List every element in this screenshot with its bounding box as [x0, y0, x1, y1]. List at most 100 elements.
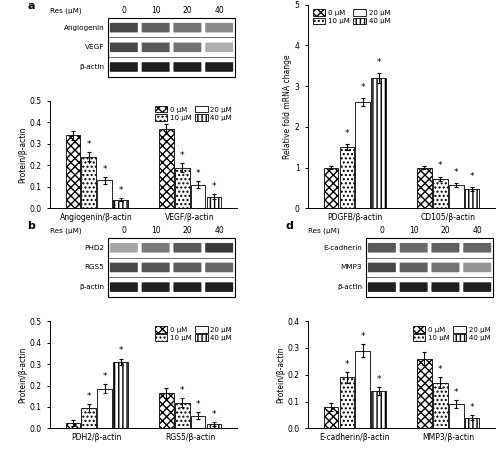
FancyBboxPatch shape: [174, 262, 202, 272]
Text: *: *: [196, 169, 200, 178]
Bar: [159, 393, 174, 428]
FancyBboxPatch shape: [174, 62, 202, 72]
Bar: [417, 359, 432, 428]
Bar: [207, 197, 222, 208]
FancyBboxPatch shape: [110, 23, 138, 32]
FancyBboxPatch shape: [142, 23, 170, 32]
Text: 40: 40: [472, 226, 482, 235]
Text: RGS5: RGS5: [84, 264, 104, 271]
Y-axis label: Protein/β-actin: Protein/β-actin: [276, 346, 285, 403]
FancyBboxPatch shape: [432, 243, 460, 253]
Bar: [98, 180, 112, 208]
Bar: [372, 78, 386, 208]
FancyBboxPatch shape: [205, 23, 233, 32]
Bar: [366, 238, 493, 297]
Bar: [108, 18, 235, 77]
Bar: [324, 407, 338, 428]
Text: *: *: [180, 151, 184, 160]
Text: Res (μM): Res (μM): [50, 7, 82, 14]
Bar: [340, 147, 354, 208]
FancyBboxPatch shape: [142, 262, 170, 272]
Text: 20: 20: [182, 226, 192, 235]
Text: *: *: [438, 365, 442, 374]
Text: *: *: [344, 360, 349, 369]
Text: MMP3: MMP3: [340, 264, 362, 271]
FancyBboxPatch shape: [174, 243, 202, 253]
Bar: [449, 404, 464, 428]
Text: β-actin: β-actin: [79, 64, 104, 70]
Text: 0: 0: [122, 6, 126, 15]
Legend: 0 μM, 10 μM, 20 μM, 40 μM: 0 μM, 10 μM, 20 μM, 40 μM: [154, 325, 234, 342]
Text: Res (μM): Res (μM): [308, 227, 340, 234]
FancyBboxPatch shape: [464, 282, 491, 292]
FancyBboxPatch shape: [205, 42, 233, 52]
Text: *: *: [360, 331, 365, 341]
FancyBboxPatch shape: [464, 243, 491, 253]
Legend: 0 μM, 10 μM, 20 μM, 40 μM: 0 μM, 10 μM, 20 μM, 40 μM: [312, 8, 392, 26]
Text: E-cadherin: E-cadherin: [324, 245, 362, 251]
Text: 0: 0: [122, 226, 126, 235]
FancyBboxPatch shape: [205, 282, 233, 292]
Text: *: *: [180, 386, 184, 395]
FancyBboxPatch shape: [110, 243, 138, 253]
Text: *: *: [454, 167, 458, 176]
Bar: [324, 168, 338, 208]
Text: *: *: [102, 165, 107, 174]
Text: 10: 10: [151, 6, 160, 15]
Text: *: *: [118, 346, 123, 355]
Bar: [207, 424, 222, 428]
FancyBboxPatch shape: [142, 243, 170, 253]
FancyBboxPatch shape: [400, 282, 427, 292]
Text: *: *: [196, 400, 200, 409]
Text: *: *: [212, 410, 216, 419]
Text: *: *: [438, 161, 442, 170]
Text: *: *: [376, 58, 381, 67]
Bar: [191, 185, 206, 208]
FancyBboxPatch shape: [432, 262, 460, 272]
Text: *: *: [118, 186, 123, 195]
Bar: [340, 377, 354, 428]
Text: 40: 40: [214, 226, 224, 235]
Bar: [175, 167, 190, 208]
Text: *: *: [470, 172, 474, 181]
FancyBboxPatch shape: [110, 62, 138, 72]
Text: 40: 40: [214, 6, 224, 15]
Text: a: a: [28, 1, 35, 11]
FancyBboxPatch shape: [174, 42, 202, 52]
Text: *: *: [344, 129, 349, 138]
Bar: [66, 423, 80, 428]
FancyBboxPatch shape: [432, 282, 460, 292]
Text: *: *: [360, 83, 365, 92]
Legend: 0 μM, 10 μM, 20 μM, 40 μM: 0 μM, 10 μM, 20 μM, 40 μM: [412, 325, 492, 342]
FancyBboxPatch shape: [205, 62, 233, 72]
FancyBboxPatch shape: [174, 282, 202, 292]
Bar: [191, 415, 206, 428]
Bar: [114, 200, 128, 208]
Text: Angiogenin: Angiogenin: [64, 25, 104, 31]
Text: 10: 10: [151, 226, 160, 235]
FancyBboxPatch shape: [400, 243, 427, 253]
Text: VEGF: VEGF: [85, 44, 104, 51]
FancyBboxPatch shape: [142, 282, 170, 292]
Bar: [356, 350, 370, 428]
Bar: [175, 403, 190, 428]
Bar: [449, 184, 464, 208]
Bar: [433, 383, 448, 428]
Y-axis label: Relative fold mRNA change: Relative fold mRNA change: [283, 54, 292, 159]
Bar: [433, 179, 448, 208]
Legend: 0 μM, 10 μM, 20 μM, 40 μM: 0 μM, 10 μM, 20 μM, 40 μM: [154, 105, 234, 122]
Bar: [82, 157, 96, 208]
Bar: [372, 391, 386, 428]
Text: *: *: [212, 182, 216, 191]
Text: 20: 20: [440, 226, 450, 235]
Text: β-actin: β-actin: [79, 284, 104, 290]
Text: *: *: [376, 375, 381, 384]
Text: 20: 20: [182, 6, 192, 15]
Text: *: *: [470, 403, 474, 412]
Bar: [465, 189, 479, 208]
FancyBboxPatch shape: [110, 42, 138, 52]
Bar: [98, 389, 112, 428]
Bar: [465, 418, 479, 428]
Text: PHD2: PHD2: [84, 245, 104, 251]
FancyBboxPatch shape: [205, 262, 233, 272]
